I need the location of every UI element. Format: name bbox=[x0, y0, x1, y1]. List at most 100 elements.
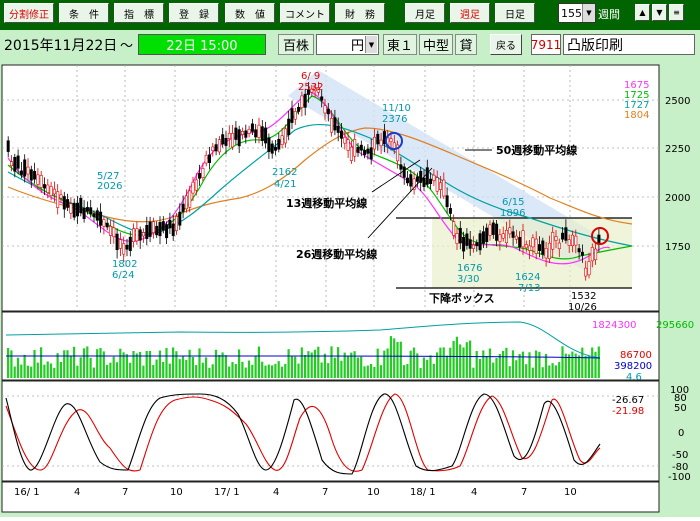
candle-body bbox=[534, 238, 538, 254]
split-adjust-button[interactable]: 分割修正 bbox=[4, 3, 54, 23]
volume-bar bbox=[482, 350, 485, 378]
volume-bar bbox=[198, 348, 201, 378]
volume-bar bbox=[363, 366, 366, 378]
candle-body bbox=[49, 186, 53, 196]
candle-body bbox=[409, 174, 413, 187]
volume-bar bbox=[241, 361, 244, 378]
y-tick-label: 2250 bbox=[665, 144, 690, 155]
comment-button[interactable]: コメント bbox=[280, 3, 330, 23]
candle-body bbox=[346, 139, 350, 151]
candle-body bbox=[336, 125, 340, 133]
y-tick-label: -50 bbox=[672, 450, 688, 461]
candle-body bbox=[379, 139, 383, 147]
volume-bar bbox=[10, 350, 13, 378]
candle-body bbox=[191, 181, 195, 194]
volume-bar bbox=[399, 341, 402, 378]
candle-body bbox=[39, 174, 43, 188]
volume-bar bbox=[320, 362, 323, 378]
candle-body bbox=[320, 96, 324, 101]
volume-bar bbox=[478, 358, 482, 378]
financials-button[interactable]: 財 務 bbox=[335, 3, 385, 23]
conditions-button[interactable]: 条 件 bbox=[59, 3, 109, 23]
candle-body bbox=[396, 144, 400, 162]
blue-circle-marker bbox=[385, 132, 403, 150]
oscillator-value-label: -26.67 bbox=[612, 395, 644, 406]
volume-bar bbox=[238, 349, 241, 378]
volume-bar bbox=[389, 336, 392, 378]
menu-button[interactable]: ≡ bbox=[669, 4, 684, 21]
candle-body bbox=[481, 231, 485, 244]
candle-body bbox=[247, 128, 251, 134]
candle-body bbox=[59, 194, 63, 199]
scroll-down-button[interactable]: ▼ bbox=[652, 4, 667, 21]
volume-bar bbox=[175, 351, 178, 378]
candle-body bbox=[564, 227, 568, 241]
candle-body bbox=[528, 245, 532, 251]
volume-bar bbox=[469, 340, 472, 378]
indicators-button[interactable]: 指 標 bbox=[114, 3, 164, 23]
annotation-label: 11/10 bbox=[382, 103, 411, 114]
candle-body bbox=[590, 247, 594, 262]
currency-select[interactable]: 円 ▼ bbox=[316, 34, 379, 55]
volume-bar bbox=[20, 364, 23, 378]
stock-code: 7911 bbox=[531, 34, 561, 55]
volume-bar bbox=[290, 356, 293, 378]
volume-ma2-line bbox=[6, 355, 601, 359]
volume-bar bbox=[208, 367, 211, 378]
daily-button[interactable]: 日足 bbox=[495, 3, 535, 23]
candle-body bbox=[557, 242, 561, 250]
candle-body bbox=[254, 129, 258, 138]
candle-body bbox=[531, 237, 535, 248]
volume-bar bbox=[307, 351, 310, 378]
candle-body bbox=[372, 136, 376, 150]
volume-bar bbox=[191, 356, 194, 378]
weekly-button[interactable]: 週足 bbox=[450, 3, 490, 23]
volume-bar bbox=[264, 365, 267, 378]
volume-bar bbox=[439, 347, 442, 378]
ma26-label: 26週移動平均線 bbox=[296, 247, 377, 261]
volume-bar bbox=[528, 352, 531, 378]
volume-bar bbox=[475, 351, 478, 378]
volume-bar bbox=[386, 348, 389, 378]
ma-text-labels: 50週移動平均線 13週移動平均線 26週移動平均線 下降ボックス bbox=[286, 143, 577, 305]
annotation-leaders bbox=[367, 149, 492, 239]
candle-body bbox=[363, 149, 367, 156]
candle-body bbox=[485, 227, 489, 243]
volume-bar bbox=[23, 354, 26, 378]
volume-bar bbox=[139, 351, 142, 378]
volume-bar bbox=[36, 362, 39, 378]
volume-bar bbox=[327, 363, 330, 378]
candle-body bbox=[448, 208, 452, 214]
candle-body bbox=[224, 137, 228, 146]
volume-bar bbox=[515, 360, 518, 378]
values-button[interactable]: 数 値 bbox=[225, 3, 275, 23]
volume-bar bbox=[584, 356, 587, 378]
volume-bar bbox=[129, 362, 132, 378]
candle-body bbox=[194, 179, 198, 191]
candle-body bbox=[333, 117, 337, 131]
candle-body bbox=[36, 174, 40, 185]
scroll-up-button[interactable]: ▲ bbox=[635, 4, 650, 21]
register-button[interactable]: 登 録 bbox=[169, 3, 219, 23]
volume-bar bbox=[356, 357, 359, 378]
volume-bar bbox=[86, 346, 89, 378]
date-label: 2015年11月22日 bbox=[4, 37, 118, 54]
candle-body bbox=[438, 182, 442, 190]
period-count-select[interactable]: 155 ▼ bbox=[558, 3, 596, 23]
candle-body bbox=[201, 168, 205, 178]
volume-bar bbox=[426, 359, 429, 378]
candle-body bbox=[366, 148, 370, 154]
candle-body bbox=[105, 222, 109, 228]
volume-bar bbox=[373, 366, 376, 378]
volume-bar bbox=[577, 355, 581, 378]
volume-bar bbox=[472, 367, 475, 378]
volume-bar bbox=[261, 361, 264, 378]
annotation-label: 2532 bbox=[298, 82, 323, 93]
volume-bar bbox=[231, 362, 234, 378]
volume-bar bbox=[465, 342, 468, 378]
monthly-button[interactable]: 月足 bbox=[405, 3, 445, 23]
back-button[interactable]: 戻る bbox=[490, 34, 522, 55]
volume-bar bbox=[581, 347, 584, 378]
candle-body bbox=[303, 93, 307, 108]
candle-body bbox=[13, 157, 17, 172]
